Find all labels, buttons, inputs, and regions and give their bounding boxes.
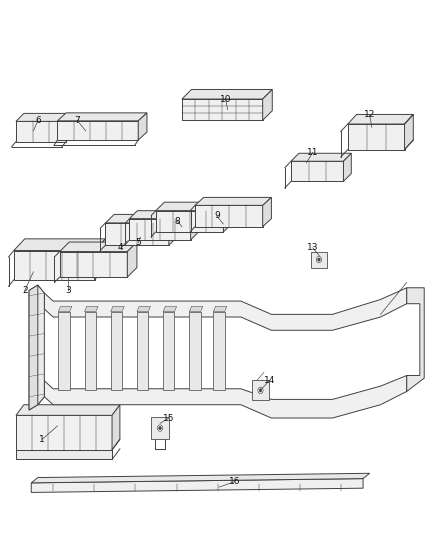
Polygon shape	[57, 121, 138, 140]
Text: 2: 2	[22, 286, 28, 295]
Circle shape	[318, 258, 320, 261]
Polygon shape	[31, 473, 370, 483]
Polygon shape	[38, 285, 44, 317]
Polygon shape	[195, 197, 272, 205]
Polygon shape	[407, 288, 424, 391]
Polygon shape	[85, 306, 98, 312]
Text: 12: 12	[364, 110, 375, 119]
Polygon shape	[223, 202, 232, 232]
Text: 13: 13	[307, 244, 318, 253]
Polygon shape	[263, 90, 272, 120]
Polygon shape	[106, 223, 169, 245]
Text: 14: 14	[264, 376, 275, 385]
Polygon shape	[138, 113, 147, 140]
Polygon shape	[111, 306, 124, 312]
Polygon shape	[60, 252, 127, 277]
Text: 3: 3	[66, 286, 71, 295]
Polygon shape	[16, 450, 112, 459]
Polygon shape	[291, 161, 343, 181]
Polygon shape	[311, 252, 327, 268]
Polygon shape	[16, 122, 66, 142]
Polygon shape	[155, 202, 232, 211]
Polygon shape	[29, 285, 38, 410]
Polygon shape	[16, 405, 120, 415]
Text: 10: 10	[220, 94, 231, 103]
Polygon shape	[60, 242, 137, 252]
Polygon shape	[163, 312, 174, 390]
Polygon shape	[130, 219, 191, 240]
Text: 7: 7	[74, 116, 80, 125]
Polygon shape	[151, 417, 169, 439]
Polygon shape	[182, 90, 272, 99]
Polygon shape	[112, 405, 120, 450]
Polygon shape	[169, 214, 177, 245]
Polygon shape	[58, 306, 72, 312]
Polygon shape	[111, 312, 122, 390]
Polygon shape	[189, 312, 201, 390]
Polygon shape	[348, 124, 405, 150]
Text: 11: 11	[307, 148, 318, 157]
Circle shape	[259, 389, 262, 392]
Circle shape	[159, 426, 161, 430]
Text: 9: 9	[214, 212, 220, 221]
Polygon shape	[213, 312, 225, 390]
Polygon shape	[58, 312, 70, 390]
Polygon shape	[44, 288, 407, 330]
Polygon shape	[14, 251, 95, 280]
Polygon shape	[195, 205, 263, 227]
Polygon shape	[16, 114, 74, 122]
Polygon shape	[66, 114, 74, 142]
Polygon shape	[14, 239, 106, 251]
Text: 16: 16	[229, 478, 240, 486]
Polygon shape	[405, 115, 413, 150]
Text: 8: 8	[175, 217, 180, 226]
Polygon shape	[57, 113, 147, 121]
Polygon shape	[44, 375, 407, 418]
Polygon shape	[137, 306, 150, 312]
Polygon shape	[191, 211, 198, 240]
Polygon shape	[252, 380, 269, 400]
Polygon shape	[85, 312, 96, 390]
Text: 15: 15	[163, 414, 174, 423]
Polygon shape	[155, 211, 223, 232]
Polygon shape	[189, 306, 203, 312]
Text: 6: 6	[35, 116, 41, 125]
Polygon shape	[130, 211, 198, 219]
Polygon shape	[106, 214, 177, 223]
Text: 1: 1	[39, 435, 45, 444]
Polygon shape	[291, 154, 351, 161]
Polygon shape	[263, 197, 272, 227]
Polygon shape	[38, 373, 44, 405]
Polygon shape	[16, 415, 112, 450]
Polygon shape	[213, 306, 227, 312]
Polygon shape	[95, 239, 106, 280]
Polygon shape	[163, 306, 177, 312]
Polygon shape	[343, 154, 351, 181]
Text: 4: 4	[118, 244, 124, 253]
Text: 5: 5	[135, 238, 141, 247]
Polygon shape	[348, 115, 413, 124]
Polygon shape	[137, 312, 148, 390]
Polygon shape	[182, 99, 263, 120]
Polygon shape	[127, 242, 137, 277]
Polygon shape	[31, 479, 363, 492]
Polygon shape	[29, 285, 44, 410]
